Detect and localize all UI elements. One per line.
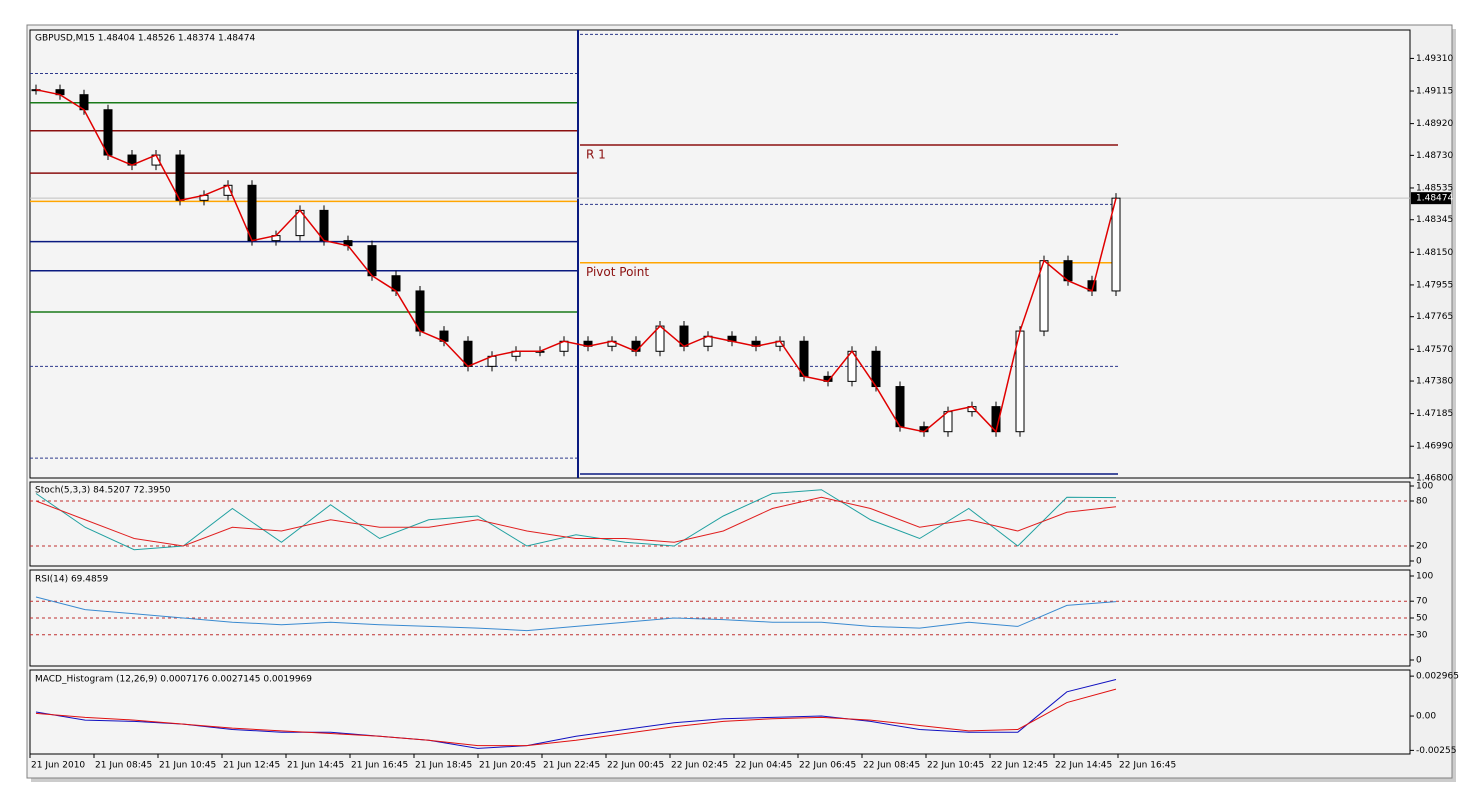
y-tick-label: 0 (1416, 656, 1422, 666)
y-tick-label: 1.48535 (1416, 183, 1453, 193)
x-tick-label: 22 Jun 16:45 (1119, 761, 1176, 771)
y-tick-label: 1.47570 (1416, 345, 1453, 355)
main-header: GBPUSD,M15 1.48404 1.48526 1.48374 1.484… (35, 34, 255, 44)
y-tick-label: 100 (1416, 482, 1433, 492)
macd-main (35, 679, 1117, 749)
stoch-main (35, 489, 1117, 551)
price-label: 1.48474 (1416, 194, 1453, 204)
x-tick-label: 22 Jun 06:45 (799, 761, 856, 771)
y-tick-label: 1.48730 (1416, 151, 1453, 161)
y-tick-label: 80 (1416, 497, 1428, 507)
x-tick-label: 22 Jun 02:45 (671, 761, 728, 771)
candle-body (1039, 260, 1049, 332)
y-tick-label: 1.48150 (1416, 248, 1453, 258)
macd-header: MACD_Histogram (12,26,9) 0.0007176 0.002… (35, 675, 312, 685)
x-tick-label: 21 Jun 14:45 (287, 761, 344, 771)
y-tick-label: 1.48920 (1416, 119, 1453, 129)
y-tick-label: 0.002965 (1416, 672, 1459, 682)
y-tick-label: 100 (1416, 572, 1433, 582)
x-tick-label: 22 Jun 12:45 (991, 761, 1048, 771)
y-tick-label: 1.48345 (1416, 215, 1453, 225)
x-tick-label: 22 Jun 08:45 (863, 761, 920, 771)
y-tick-label: 1.46990 (1416, 442, 1453, 452)
y-tick-label: 50 (1416, 614, 1428, 624)
price-box (1411, 192, 1451, 205)
x-tick-label: 21 Jun 12:45 (223, 761, 280, 771)
x-tick-label: 22 Jun 04:45 (735, 761, 792, 771)
x-tick-label: 22 Jun 10:45 (927, 761, 984, 771)
y-tick-label: 1.46800 (1416, 474, 1453, 484)
x-tick-label: 22 Jun 14:45 (1055, 761, 1112, 771)
moving-average (35, 88, 1117, 434)
x-tick-label: 21 Jun 18:45 (415, 761, 472, 771)
x-tick-label: 21 Jun 10:45 (159, 761, 216, 771)
y-tick-label: 0 (1416, 557, 1422, 567)
x-tick-label: 22 Jun 00:45 (607, 761, 664, 771)
y-tick-label: 0.00 (1416, 712, 1436, 722)
y-tick-label: 1.47185 (1416, 409, 1453, 419)
main-panel (29, 29, 1411, 479)
stoch-signal (35, 496, 1117, 547)
y-tick-label: 1.47955 (1416, 280, 1453, 290)
x-tick-label: 21 Jun 2010 (31, 761, 85, 771)
y-tick-label: -0.00255 (1416, 746, 1456, 756)
y-tick-label: 1.47765 (1416, 312, 1453, 322)
rsi-line (35, 596, 1117, 632)
stoch-panel (29, 481, 1411, 567)
candle-body (1111, 197, 1121, 292)
level-label: Pivot Point (586, 265, 649, 279)
y-tick-label: 70 (1416, 597, 1428, 607)
macd-panel (29, 669, 1411, 755)
y-tick-label: 1.49310 (1416, 54, 1453, 64)
x-tick-label: 21 Jun 22:45 (543, 761, 600, 771)
x-tick-label: 21 Jun 16:45 (351, 761, 408, 771)
stoch-header: Stoch(5,3,3) 84.5207 72.3950 (35, 486, 171, 496)
y-tick-label: 1.47380 (1416, 377, 1453, 387)
y-tick-label: 20 (1416, 542, 1428, 552)
rsi-header: RSI(14) 69.4859 (35, 575, 108, 585)
x-tick-label: 21 Jun 20:45 (479, 761, 536, 771)
macd-signal (35, 688, 1117, 747)
x-tick-label: 21 Jun 08:45 (95, 761, 152, 771)
level-label: R 1 (586, 148, 606, 162)
y-tick-label: 30 (1416, 630, 1428, 640)
candle-body (1015, 330, 1025, 433)
y-tick-label: 1.49115 (1416, 87, 1453, 97)
